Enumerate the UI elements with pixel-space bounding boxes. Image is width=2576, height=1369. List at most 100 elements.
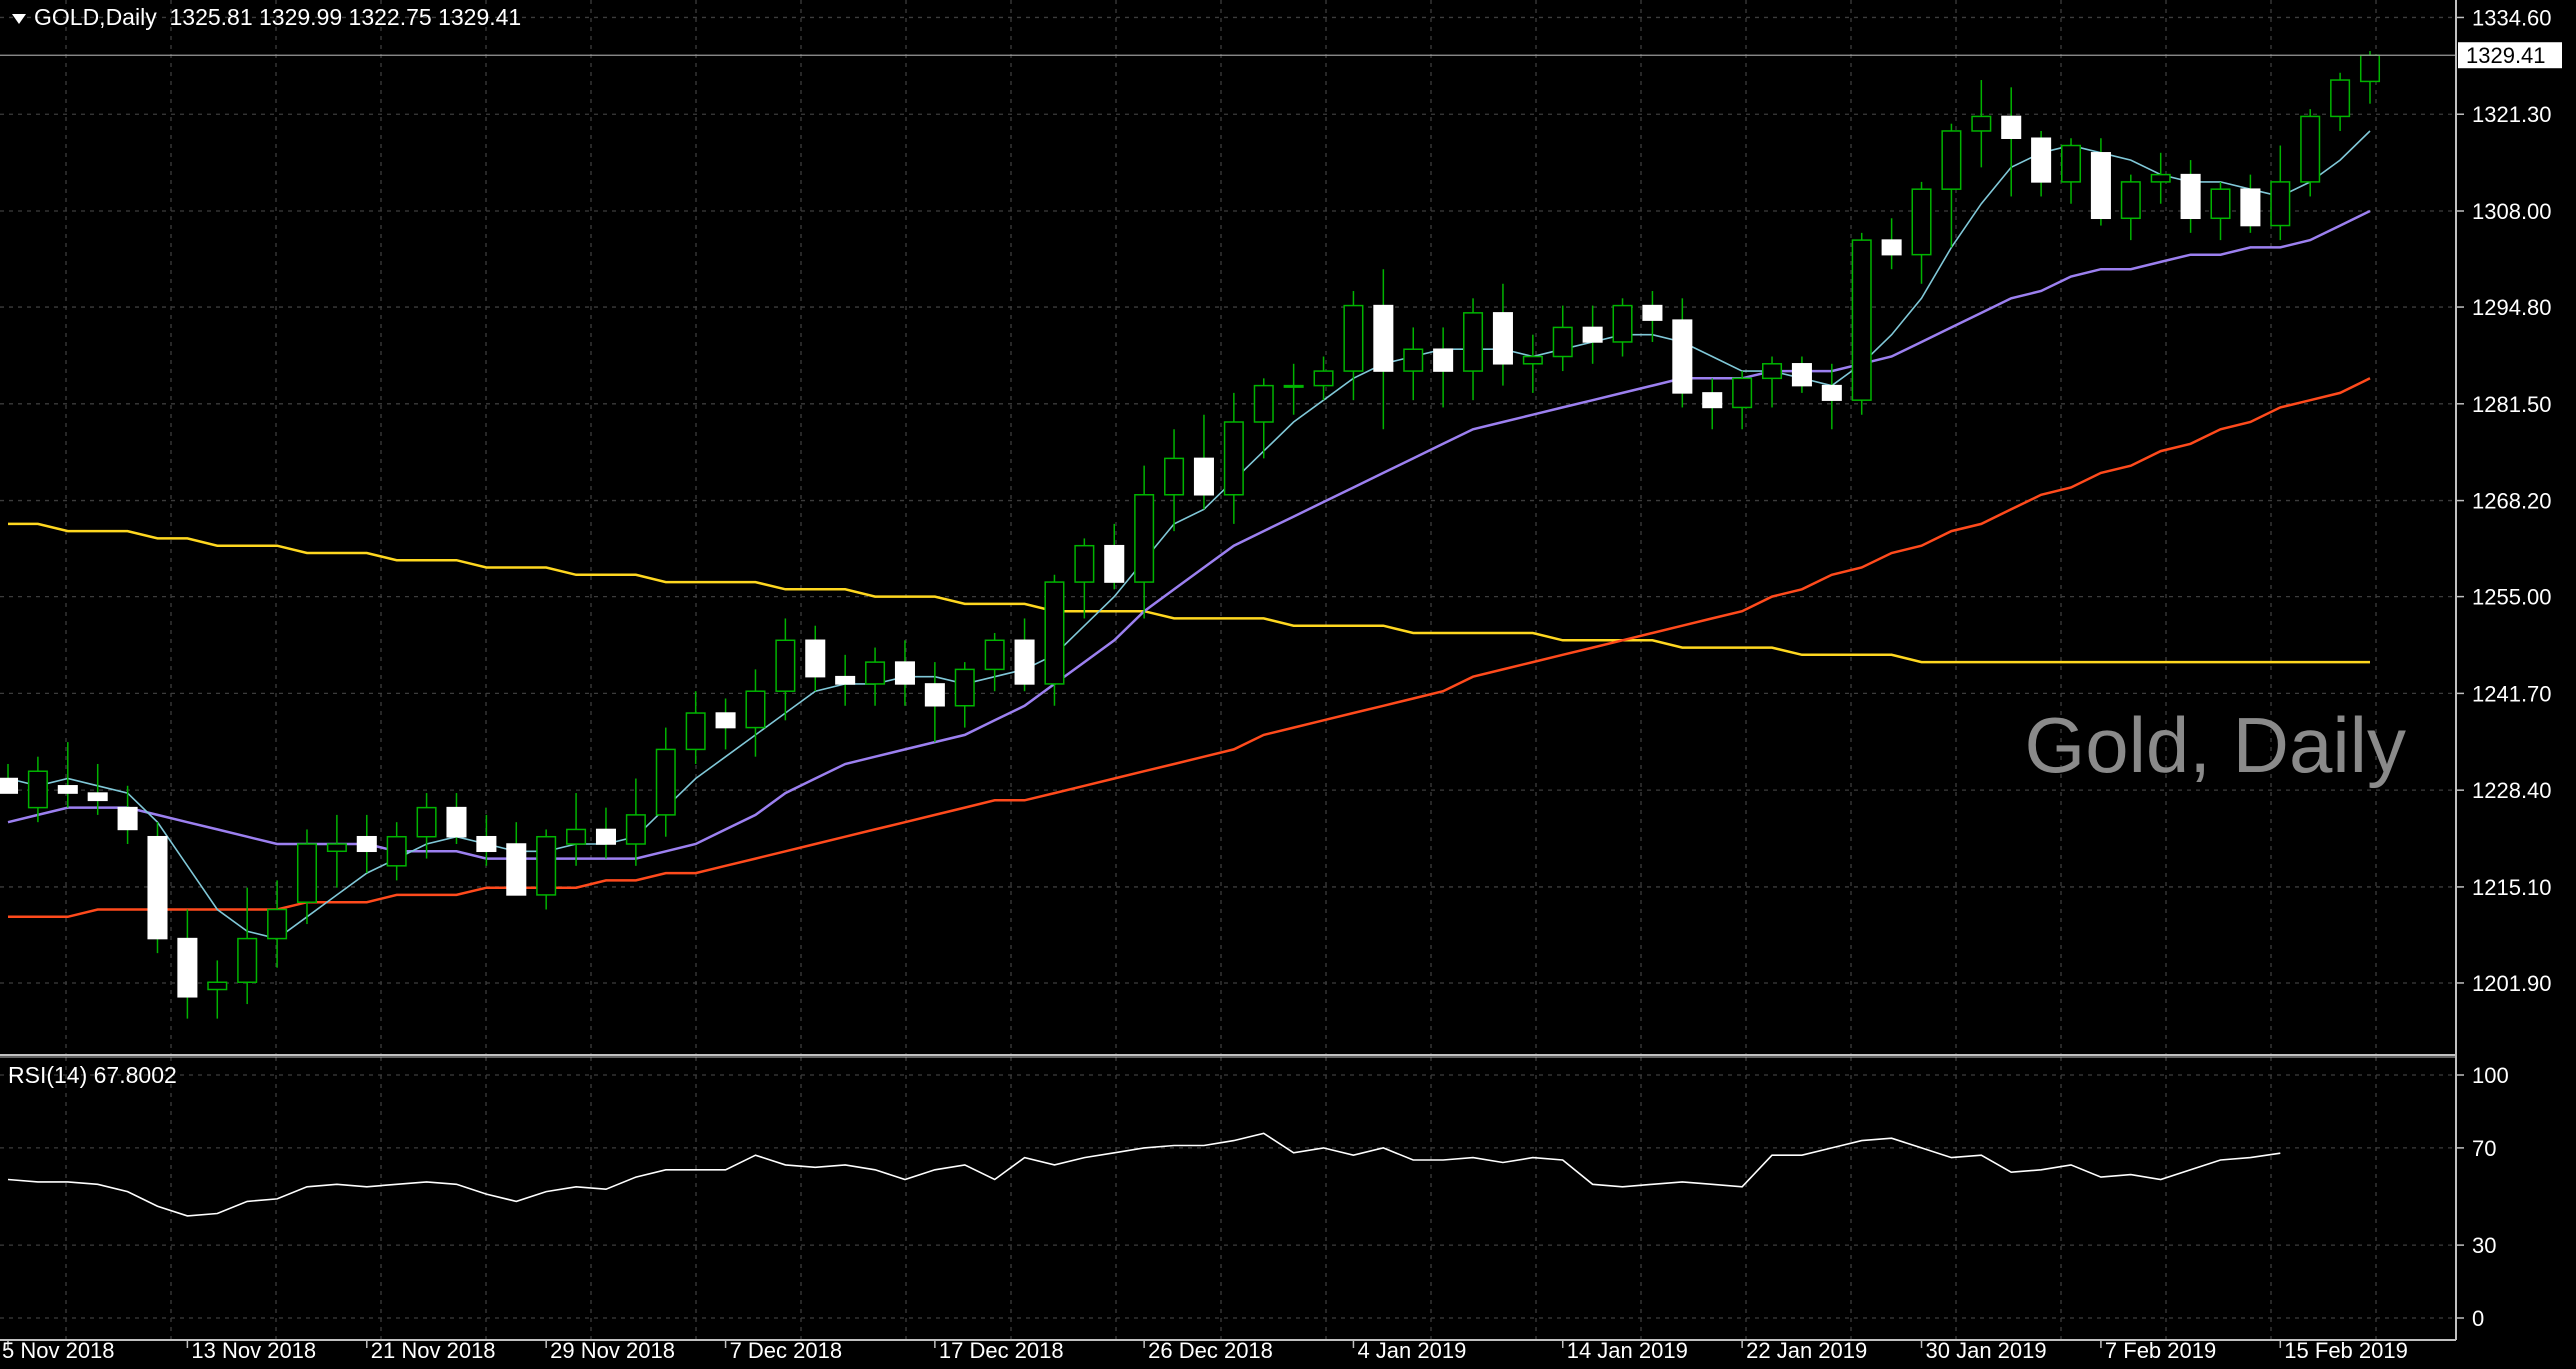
candle-body <box>805 639 826 678</box>
candle-body <box>1343 304 1364 372</box>
candle-body <box>0 777 19 794</box>
candle-body <box>1104 544 1125 583</box>
price-tick-label: 1321.30 <box>2472 102 2552 127</box>
candle-body <box>1881 239 1902 256</box>
dropdown-triangle-icon[interactable] <box>12 13 26 24</box>
candle-body <box>177 937 198 998</box>
candle-body <box>207 981 228 991</box>
candle-body <box>1014 639 1035 685</box>
time-tick-label: 30 Jan 2019 <box>1926 1338 2047 1363</box>
price-tick-label: 1308.00 <box>2472 199 2552 224</box>
price-tick-label: 1334.60 <box>2472 5 2552 30</box>
candle-body <box>894 661 915 685</box>
time-tick-label: 17 Dec 2018 <box>939 1338 1064 1363</box>
candle-body <box>1851 239 1872 401</box>
time-tick-label: 15 Feb 2019 <box>2284 1338 2408 1363</box>
candle-body <box>536 835 557 896</box>
candle-body <box>1642 304 1663 321</box>
chart-watermark: Gold, Daily <box>2024 701 2406 789</box>
chart-frame <box>0 0 2457 1341</box>
candle-body <box>2060 144 2082 183</box>
candle-body <box>296 843 318 903</box>
ohlc-values: 1325.81 1329.99 1322.75 1329.41 <box>169 4 522 30</box>
candle-body <box>1134 494 1155 583</box>
candle-body <box>1492 312 1513 365</box>
candle-body <box>2300 115 2321 183</box>
price-tick-label: 1268.20 <box>2472 489 2552 514</box>
candle-body <box>416 806 437 838</box>
time-tick-label: 22 Jan 2019 <box>1746 1338 1867 1363</box>
time-tick-label: 4 Jan 2019 <box>1357 1338 1466 1363</box>
candle-body <box>147 835 168 940</box>
candle-body <box>1791 363 1812 387</box>
candle-body <box>595 828 616 845</box>
price-axis: 1334.60 1321.30 1308.00 1294.80 1281.50 1268.… <box>2456 5 2562 996</box>
rsi-tick-label: 100 <box>2472 1063 2509 1088</box>
candle-body <box>1373 304 1394 372</box>
time-tick-label: 26 Dec 2018 <box>1148 1338 1273 1363</box>
candle-body <box>1044 581 1065 685</box>
candle-body <box>2150 173 2171 183</box>
candle-body <box>1164 457 1185 496</box>
candle-body <box>1313 370 1334 387</box>
time-axis: 5 Nov 2018 13 Nov 2018 21 Nov 2018 29 Nov 2… <box>2 1338 2408 1363</box>
candle-body <box>57 785 78 794</box>
price-tick-label: 1215.10 <box>2472 875 2552 900</box>
candle-body <box>386 835 407 867</box>
price-tick-label: 1294.80 <box>2472 295 2552 320</box>
candle-body <box>2180 173 2201 220</box>
price-tick-label: 1201.90 <box>2472 971 2552 996</box>
candle-body <box>1612 304 1633 343</box>
price-tick-label: 1228.40 <box>2472 778 2552 803</box>
candle-body <box>2330 79 2351 118</box>
candle-body <box>1433 348 1454 372</box>
candle-body <box>2031 137 2052 183</box>
candle-body <box>1971 115 1992 132</box>
candle-body <box>237 937 258 983</box>
candle-body <box>655 748 676 816</box>
candle-body <box>954 668 975 707</box>
time-tick-label: 7 Dec 2018 <box>730 1338 843 1363</box>
candle-body <box>745 690 766 729</box>
moving-averages <box>7 130 2371 940</box>
candle-body <box>87 792 108 802</box>
candle-body <box>2210 188 2231 220</box>
candle-body <box>835 675 856 685</box>
rsi-axis: 100 70 30 0 <box>2456 1063 2509 1331</box>
rsi-tick-label: 70 <box>2472 1136 2496 1161</box>
candle-body <box>1582 326 1603 343</box>
candle-body <box>1193 457 1214 496</box>
candle-body <box>1403 348 1424 372</box>
candle-body <box>1762 363 1783 380</box>
symbol-label: GOLD,Daily <box>34 4 157 30</box>
time-tick-label: 21 Nov 2018 <box>371 1338 496 1363</box>
current-price-box <box>2458 42 2562 69</box>
time-tick-label: 7 Feb 2019 <box>2105 1338 2216 1363</box>
candle-body <box>1522 355 1543 365</box>
price-tick-label: 1281.50 <box>2472 392 2552 417</box>
time-tick-label: 14 Jan 2019 <box>1567 1338 1688 1363</box>
candle-body <box>2270 181 2291 227</box>
candle-body <box>984 639 1005 671</box>
candle-body <box>1283 384 1304 388</box>
candle-body <box>1941 130 1962 190</box>
candle-body <box>1223 421 1244 496</box>
candle-body <box>2359 54 2381 83</box>
candle-body <box>1821 384 1842 401</box>
candle-body <box>27 770 48 809</box>
candle-body <box>715 712 736 729</box>
candle-body <box>326 843 347 853</box>
grid-lines <box>0 0 2456 1340</box>
current-price-label: 1329.41 <box>2466 43 2546 68</box>
ma-fast-line <box>7 130 2371 940</box>
candle-body <box>2090 152 2111 220</box>
candle-body <box>775 639 796 692</box>
ma-long-line <box>8 522 2370 664</box>
candle-body <box>506 843 527 896</box>
time-tick-label: 29 Nov 2018 <box>550 1338 675 1363</box>
time-tick-label: 13 Nov 2018 <box>191 1338 316 1363</box>
time-tick-label: 5 Nov 2018 <box>2 1338 115 1363</box>
candle-body <box>566 828 587 845</box>
rsi-line <box>7 1132 2281 1217</box>
